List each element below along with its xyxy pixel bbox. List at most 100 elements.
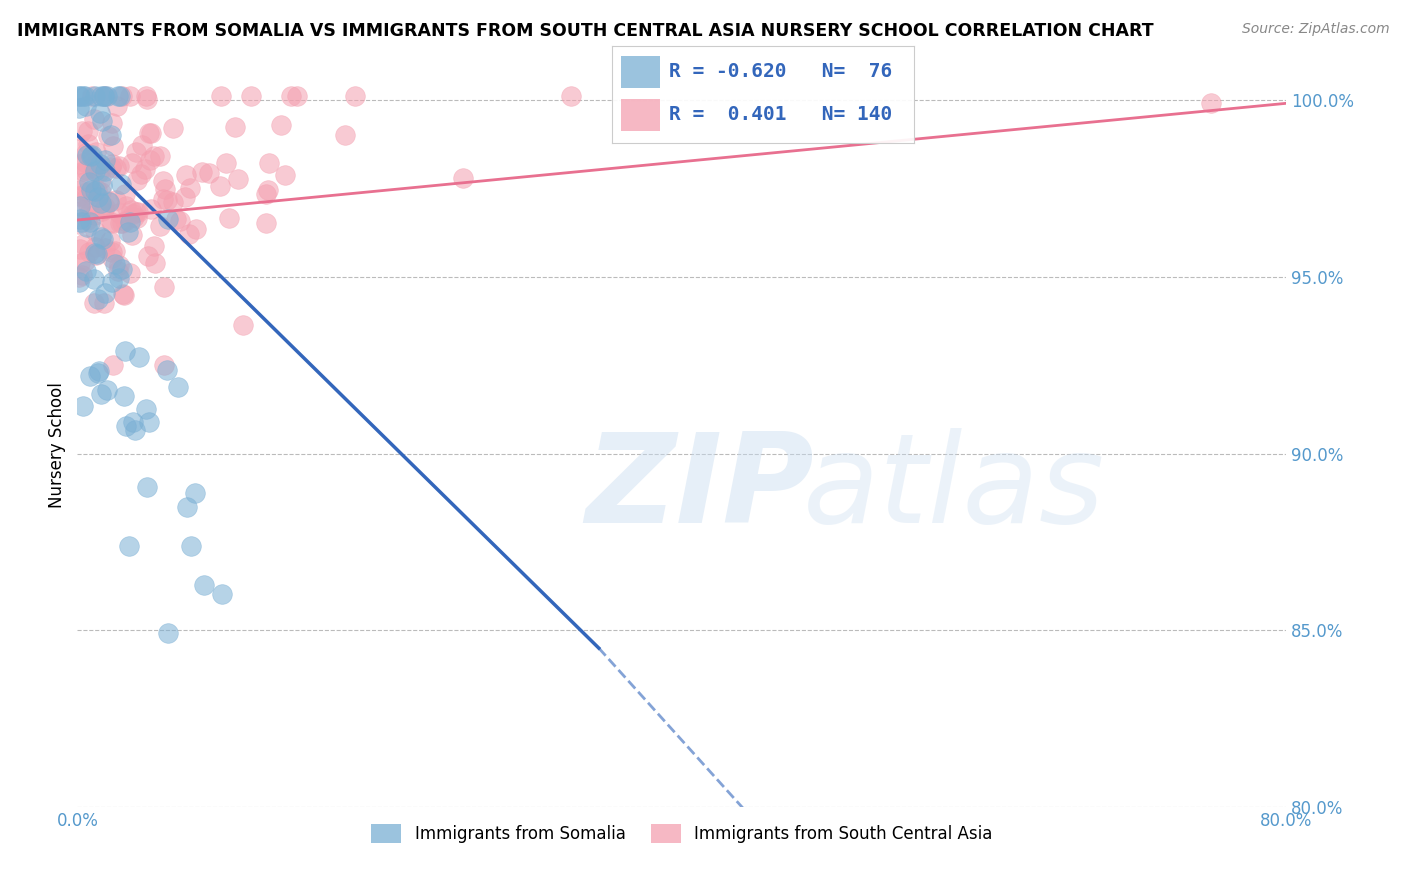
Point (156, 212, 179, 227)
Point (117, 539, 139, 553)
Point (285, 89, 308, 103)
Point (138, 153, 160, 168)
Point (197, 166, 219, 180)
Point (100, 160, 122, 174)
Point (131, 137, 153, 152)
Point (84, 89, 107, 103)
Point (224, 120, 246, 135)
Point (87, 165, 110, 179)
Point (162, 195, 184, 210)
Point (174, 190, 197, 204)
Point (69, 243, 91, 257)
Point (125, 173, 148, 187)
Point (153, 358, 176, 372)
Point (149, 219, 172, 234)
Point (174, 168, 197, 182)
Point (70, 204, 93, 219)
Point (226, 171, 249, 186)
Point (101, 358, 124, 372)
Point (103, 139, 125, 153)
Point (90, 186, 112, 200)
Point (87, 190, 110, 204)
Point (70, 268, 93, 282)
Point (94, 164, 117, 178)
Point (114, 344, 136, 359)
Point (86, 292, 108, 306)
Point (105, 99, 128, 113)
Point (86, 183, 108, 197)
Point (90, 230, 112, 244)
Point (67, 275, 90, 289)
Point (111, 262, 134, 277)
Point (94, 200, 117, 214)
Point (76, 185, 98, 199)
Point (209, 89, 232, 103)
Point (84, 145, 107, 160)
Point (110, 89, 132, 103)
Text: atlas: atlas (803, 427, 1105, 549)
Point (90, 114, 112, 128)
Point (69, 199, 91, 213)
Point (75, 191, 97, 205)
Point (165, 211, 187, 226)
Point (104, 244, 127, 258)
Point (112, 288, 135, 302)
Point (97, 194, 120, 208)
Point (193, 578, 215, 592)
Point (108, 258, 131, 272)
Point (89, 172, 111, 186)
Point (114, 199, 136, 213)
Point (111, 286, 134, 301)
Point (232, 318, 254, 333)
Point (115, 419, 138, 434)
Point (100, 214, 122, 228)
Point (83, 272, 105, 286)
Point (94, 285, 117, 300)
Point (83, 184, 105, 198)
Point (107, 159, 129, 173)
Point (69, 183, 91, 197)
Point (84, 240, 107, 254)
Point (98, 234, 121, 248)
Point (83, 296, 105, 310)
Point (73, 89, 96, 103)
Point (101, 116, 124, 130)
Point (1199, 96, 1222, 111)
Point (76, 197, 98, 211)
Point (156, 363, 179, 377)
Point (274, 168, 297, 182)
Point (96, 89, 118, 103)
Point (89, 364, 111, 378)
Point (124, 423, 146, 437)
Point (107, 264, 129, 278)
Point (184, 486, 207, 500)
Point (101, 275, 124, 289)
Bar (620, 56, 659, 87)
Y-axis label: Nursery School: Nursery School (48, 382, 66, 508)
Point (118, 214, 141, 228)
Point (75, 263, 97, 277)
Point (333, 128, 356, 143)
Point (124, 211, 146, 225)
Point (91, 178, 114, 192)
Point (180, 539, 202, 553)
Point (69, 89, 91, 103)
Point (72, 164, 94, 178)
Point (128, 351, 150, 365)
Point (87, 367, 110, 381)
Point (100, 244, 122, 259)
Point (80, 183, 103, 197)
Point (67, 217, 90, 231)
Bar (620, 99, 659, 131)
Point (117, 225, 139, 239)
Point (138, 416, 160, 430)
Point (143, 149, 166, 163)
Point (118, 89, 141, 103)
Point (82, 89, 104, 103)
Point (215, 155, 238, 169)
Point (143, 256, 166, 270)
Point (254, 187, 277, 202)
Point (67, 89, 90, 103)
Point (67, 101, 90, 115)
Point (69, 256, 91, 270)
